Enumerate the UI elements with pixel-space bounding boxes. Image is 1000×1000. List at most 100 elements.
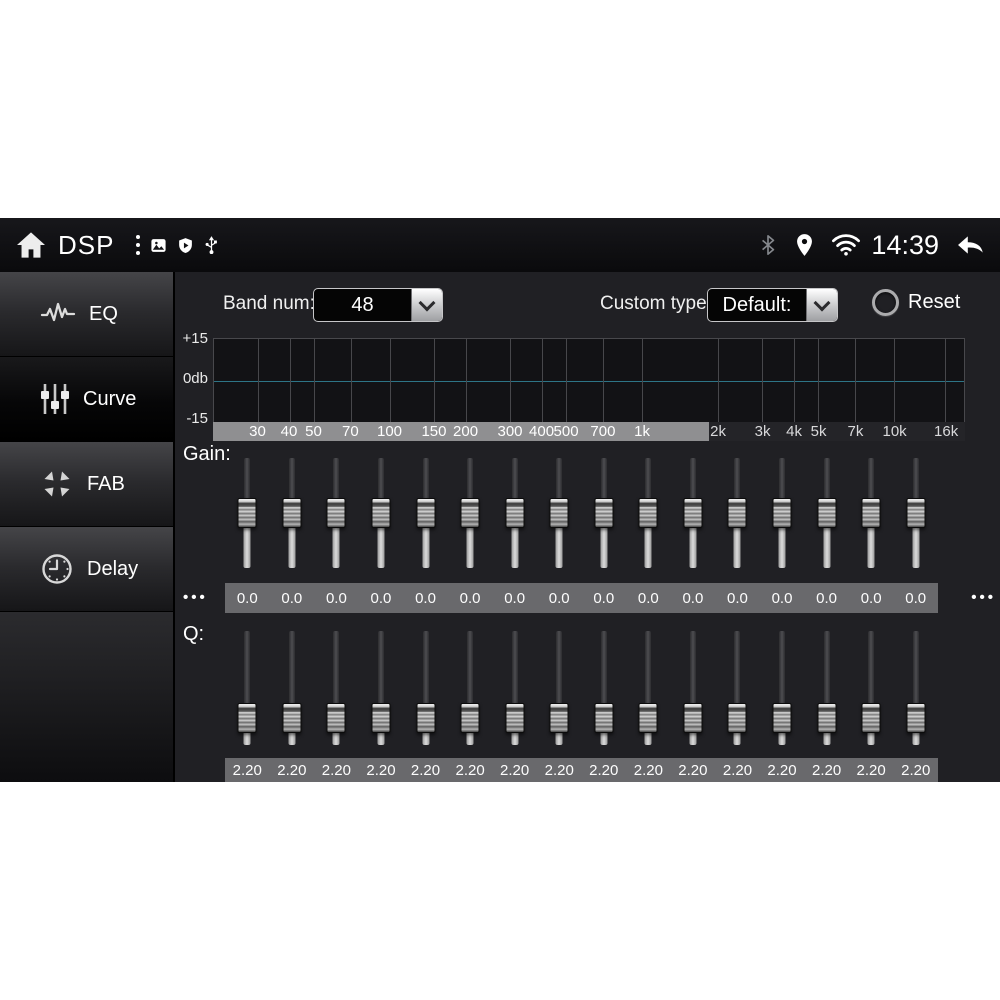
slider-handle-icon[interactable] bbox=[282, 498, 302, 528]
band-slider[interactable] bbox=[448, 631, 493, 745]
band-slider[interactable] bbox=[537, 631, 582, 745]
sidebar-item-fab[interactable]: FAB bbox=[0, 442, 173, 527]
custom-type-select[interactable]: Default: bbox=[707, 288, 838, 322]
slider-handle-icon[interactable] bbox=[460, 702, 480, 733]
band-slider[interactable] bbox=[715, 458, 760, 568]
band-slider[interactable] bbox=[849, 458, 894, 568]
band-slider[interactable] bbox=[359, 631, 404, 745]
band-slider[interactable] bbox=[671, 631, 716, 745]
gain-value: 0.0 bbox=[415, 589, 436, 607]
slider-handle-icon[interactable] bbox=[861, 498, 881, 528]
sidebar-filler bbox=[0, 612, 173, 782]
grid-line bbox=[289, 339, 291, 422]
custom-type-dropdown-button[interactable] bbox=[806, 289, 837, 321]
band-slider[interactable] bbox=[849, 631, 894, 745]
home-icon[interactable] bbox=[14, 229, 48, 261]
slider-handle-icon[interactable] bbox=[505, 702, 525, 733]
band-num-select[interactable]: 48 bbox=[313, 288, 443, 322]
sidebar-item-delay[interactable]: Delay bbox=[0, 527, 173, 612]
slider-handle-icon[interactable] bbox=[638, 498, 658, 528]
slider-handle-icon[interactable] bbox=[326, 498, 346, 528]
band-slider[interactable] bbox=[537, 458, 582, 568]
band-slider[interactable] bbox=[804, 631, 849, 745]
band-slider[interactable] bbox=[582, 458, 627, 568]
slider-handle-icon[interactable] bbox=[683, 498, 703, 528]
band-slider[interactable] bbox=[314, 458, 359, 568]
slider-handle-icon[interactable] bbox=[638, 702, 658, 733]
band-slider[interactable] bbox=[671, 458, 716, 568]
sidebar-item-curve[interactable]: Curve bbox=[0, 357, 173, 442]
shield-play-icon bbox=[177, 237, 194, 254]
band-slider[interactable] bbox=[582, 631, 627, 745]
band-slider[interactable] bbox=[225, 458, 270, 568]
slider-handle-icon[interactable] bbox=[817, 498, 837, 528]
band-slider[interactable] bbox=[314, 631, 359, 745]
freq-tick-label: 2k bbox=[710, 423, 726, 440]
reset-control[interactable]: Reset bbox=[872, 289, 960, 316]
gain-value: 0.0 bbox=[593, 589, 615, 607]
band-slider[interactable] bbox=[448, 458, 493, 568]
band-slider[interactable] bbox=[403, 458, 448, 568]
slider-handle-icon[interactable] bbox=[326, 702, 346, 733]
slider-handle-icon[interactable] bbox=[594, 498, 614, 528]
slider-handle-icon[interactable] bbox=[906, 702, 926, 733]
gain-value: 0.0 bbox=[905, 589, 927, 607]
freq-tick-label: 30 bbox=[249, 423, 266, 440]
slider-track-upper bbox=[868, 631, 875, 718]
band-slider[interactable] bbox=[626, 631, 671, 745]
slider-handle-icon[interactable] bbox=[772, 702, 792, 733]
slider-track-upper bbox=[288, 631, 295, 718]
slider-handle-icon[interactable] bbox=[282, 702, 302, 733]
band-slider[interactable] bbox=[804, 458, 849, 568]
grid-line bbox=[854, 339, 856, 422]
band-slider[interactable] bbox=[270, 458, 315, 568]
band-slider[interactable] bbox=[403, 631, 448, 745]
band-slider[interactable] bbox=[270, 631, 315, 745]
slider-track-upper bbox=[734, 458, 741, 513]
more-bands-right[interactable]: ••• bbox=[971, 589, 996, 606]
slider-track-lower bbox=[555, 513, 563, 568]
slider-handle-icon[interactable] bbox=[594, 702, 614, 733]
grid-line bbox=[258, 339, 260, 422]
slider-handle-icon[interactable] bbox=[416, 702, 436, 733]
band-slider[interactable] bbox=[626, 458, 671, 568]
grid-line bbox=[945, 339, 947, 422]
band-slider[interactable] bbox=[893, 631, 938, 745]
slider-handle-icon[interactable] bbox=[460, 498, 480, 528]
slider-handle-icon[interactable] bbox=[549, 702, 569, 733]
freq-tick-label: 16k bbox=[934, 423, 959, 440]
band-num-dropdown-button[interactable] bbox=[411, 289, 442, 321]
back-icon[interactable] bbox=[955, 232, 986, 258]
q-value: 2.20 bbox=[500, 761, 530, 779]
band-slider[interactable] bbox=[225, 631, 270, 745]
sidebar-item-eq[interactable]: EQ bbox=[0, 272, 173, 357]
slider-handle-icon[interactable] bbox=[371, 498, 391, 528]
slider-handle-icon[interactable] bbox=[727, 702, 747, 733]
slider-handle-icon[interactable] bbox=[906, 498, 926, 528]
slider-handle-icon[interactable] bbox=[371, 702, 391, 733]
more-bands-left[interactable]: ••• bbox=[183, 589, 208, 606]
slider-handle-icon[interactable] bbox=[505, 498, 525, 528]
slider-handle-icon[interactable] bbox=[817, 702, 837, 733]
overflow-menu-icon[interactable] bbox=[136, 235, 141, 255]
slider-handle-icon[interactable] bbox=[237, 702, 257, 733]
sliders-icon bbox=[40, 382, 70, 416]
slider-handle-icon[interactable] bbox=[861, 702, 881, 733]
band-slider[interactable] bbox=[760, 458, 805, 568]
db-tick-label: +15 bbox=[182, 330, 208, 347]
freq-tick-label: 300 bbox=[497, 423, 523, 440]
slider-handle-icon[interactable] bbox=[416, 498, 436, 528]
band-slider[interactable] bbox=[760, 631, 805, 745]
band-slider[interactable] bbox=[492, 458, 537, 568]
slider-handle-icon[interactable] bbox=[237, 498, 257, 528]
slider-handle-icon[interactable] bbox=[772, 498, 792, 528]
band-slider[interactable] bbox=[893, 458, 938, 568]
band-slider[interactable] bbox=[359, 458, 404, 568]
band-slider[interactable] bbox=[492, 631, 537, 745]
band-slider[interactable] bbox=[715, 631, 760, 745]
slider-track-upper bbox=[422, 631, 429, 718]
slider-handle-icon[interactable] bbox=[549, 498, 569, 528]
slider-handle-icon[interactable] bbox=[683, 702, 703, 733]
reset-radio-icon[interactable] bbox=[872, 289, 899, 316]
slider-handle-icon[interactable] bbox=[727, 498, 747, 528]
